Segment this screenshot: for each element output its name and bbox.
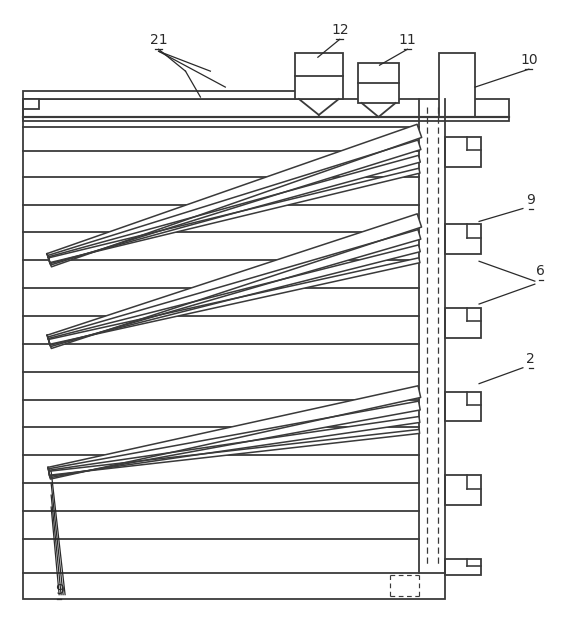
Text: 10: 10 bbox=[520, 53, 538, 67]
Polygon shape bbox=[49, 416, 420, 476]
Polygon shape bbox=[48, 155, 420, 264]
Text: 21: 21 bbox=[150, 33, 168, 48]
Bar bbox=[358, 63, 400, 103]
Text: 6: 6 bbox=[536, 264, 545, 278]
Bar bbox=[445, 137, 481, 167]
Bar bbox=[23, 573, 445, 598]
Bar bbox=[445, 225, 481, 254]
Text: 12: 12 bbox=[331, 23, 349, 38]
Text: 2: 2 bbox=[527, 352, 535, 366]
Polygon shape bbox=[48, 140, 421, 265]
Polygon shape bbox=[48, 230, 420, 347]
Bar bbox=[23, 91, 310, 99]
Polygon shape bbox=[48, 386, 420, 479]
Bar bbox=[445, 392, 481, 421]
Polygon shape bbox=[47, 125, 422, 267]
Bar bbox=[23, 99, 509, 121]
Polygon shape bbox=[49, 168, 420, 263]
Polygon shape bbox=[47, 214, 422, 349]
Text: 9: 9 bbox=[527, 193, 535, 207]
Polygon shape bbox=[48, 245, 420, 345]
Bar bbox=[295, 53, 343, 99]
Polygon shape bbox=[49, 429, 419, 475]
Polygon shape bbox=[49, 258, 420, 344]
Bar bbox=[23, 99, 39, 109]
Text: 11: 11 bbox=[398, 33, 416, 48]
Bar bbox=[439, 53, 475, 117]
Bar bbox=[445, 475, 481, 505]
Bar bbox=[445, 559, 481, 575]
Bar bbox=[445, 308, 481, 338]
Polygon shape bbox=[48, 401, 420, 478]
Text: 9: 9 bbox=[55, 583, 64, 597]
